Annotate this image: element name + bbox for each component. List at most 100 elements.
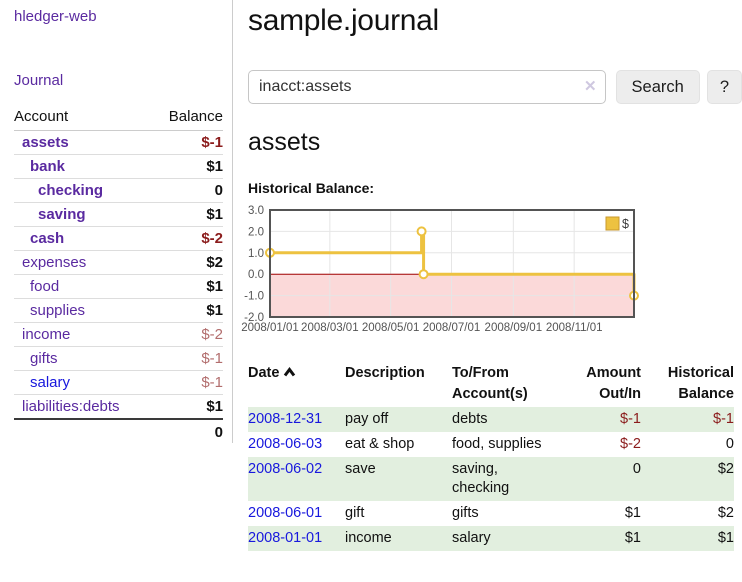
account-row: income $-2: [14, 322, 223, 347]
transaction-date-link[interactable]: 2008-06-02: [248, 461, 323, 477]
account-row: expenses $2: [14, 250, 223, 275]
account-link[interactable]: bank: [30, 158, 66, 175]
account-link[interactable]: saving: [38, 206, 86, 223]
account-balance: 0: [152, 178, 223, 203]
transactions-body: 2008-12-31 pay off debts $-1 $-1 2008-06-03 ea…: [248, 407, 734, 551]
col-accounts: To/From Account(s): [452, 365, 528, 402]
accounts-table: Account Balance assets $-1 bank $1 checking 0…: [14, 105, 223, 445]
accounts-table-body: assets $-1 bank $1 checking 0 saving $1 cash $-2 e…: [14, 130, 223, 420]
account-link[interactable]: salary: [30, 374, 71, 391]
page-title: sample.journal: [248, 4, 439, 37]
transaction-balance: $2: [717, 505, 734, 521]
transaction-description: eat & shop: [345, 436, 415, 452]
transaction-date-link[interactable]: 2008-12-31: [248, 411, 323, 427]
account-link[interactable]: expenses: [22, 254, 87, 271]
account-link[interactable]: assets: [22, 134, 69, 151]
svg-text:2.0: 2.0: [248, 226, 264, 238]
transaction-row: 2008-06-03 eat & shop food, supplies $-2 0: [248, 432, 734, 457]
account-row: food $1: [14, 274, 223, 299]
account-balance: $1: [152, 154, 223, 179]
svg-text:1.0: 1.0: [248, 248, 264, 260]
transaction-balance: $2: [717, 461, 734, 477]
svg-text:2008/05/01: 2008/05/01: [362, 322, 420, 334]
sidebar: hledger-web Journal Account Balance asse…: [0, 0, 233, 445]
col-description: Description: [345, 365, 425, 381]
col-balance: Historical Balance: [667, 365, 734, 402]
accounts-total-row: 0: [14, 418, 223, 445]
accounts-total-value: 0: [152, 418, 223, 445]
svg-text:0.0: 0.0: [248, 269, 264, 281]
svg-text:2008/01/01: 2008/01/01: [241, 322, 299, 334]
accounts-col-account: Account: [14, 105, 153, 131]
account-row: checking 0: [14, 178, 223, 203]
svg-text:2008/07/01: 2008/07/01: [423, 322, 481, 334]
transaction-description: gift: [345, 505, 365, 521]
account-balance: $-1: [152, 370, 223, 395]
svg-text:$: $: [622, 217, 629, 231]
account-link[interactable]: gifts: [30, 350, 58, 367]
transaction-amount: $1: [624, 505, 641, 521]
svg-text:-1.0: -1.0: [244, 291, 264, 303]
account-row: saving $1: [14, 202, 223, 227]
transaction-amount: $1: [624, 530, 641, 546]
transaction-balance: $-1: [713, 411, 734, 427]
search-help-button[interactable]: ?: [706, 70, 742, 104]
transaction-description: pay off: [345, 411, 389, 427]
account-link[interactable]: checking: [38, 182, 104, 199]
transaction-amount: $-1: [620, 411, 641, 427]
account-row: gifts $-1: [14, 346, 223, 371]
transaction-balance: $1: [717, 530, 734, 546]
account-balance: $-1: [152, 130, 223, 155]
account-balance: $2: [152, 250, 223, 275]
main-content: sample.journal ✕ Search ? assets Histori…: [241, 0, 742, 551]
col-amount: Amount Out/In: [586, 365, 641, 402]
clear-search-icon[interactable]: ✕: [583, 78, 597, 95]
sort-asc-icon: [283, 363, 296, 384]
search-input[interactable]: [248, 70, 606, 104]
chart-title: Historical Balance:: [248, 180, 375, 196]
transaction-date-link[interactable]: 2008-06-01: [248, 505, 323, 521]
account-row: assets $-1: [14, 130, 223, 155]
historical-balance-chart: $3.0 2.0 1.0 0.0 -1.0 -2.0 2008/01/01 2008/03/0…: [238, 205, 742, 343]
transaction-accounts: food, supplies: [452, 436, 542, 452]
account-link[interactable]: income: [22, 326, 71, 343]
transaction-accounts: debts: [452, 411, 488, 427]
transaction-amount: 0: [632, 461, 641, 477]
transaction-date-link[interactable]: 2008-01-01: [248, 530, 323, 546]
search-form: ✕ Search ?: [248, 70, 742, 104]
app-brand-link[interactable]: hledger-web: [14, 8, 97, 25]
account-balance: $-2: [152, 322, 223, 347]
account-link[interactable]: cash: [30, 230, 65, 247]
sidebar-item-journal[interactable]: Journal: [14, 72, 64, 89]
transaction-description: income: [345, 530, 392, 546]
transaction-row: 2008-12-31 pay off debts $-1 $-1: [248, 407, 734, 432]
transaction-description: save: [345, 461, 376, 477]
account-row: salary $-1: [14, 370, 223, 395]
account-link[interactable]: food: [30, 278, 60, 295]
col-date[interactable]: Date: [248, 363, 345, 407]
account-balance: $1: [152, 394, 223, 420]
account-heading: assets: [248, 128, 321, 156]
svg-text:2008/09/01: 2008/09/01: [485, 322, 543, 334]
transaction-accounts: salary: [452, 530, 491, 546]
account-link[interactable]: liabilities:debts: [22, 398, 120, 415]
account-balance: $-1: [152, 346, 223, 371]
search-button[interactable]: Search: [615, 70, 700, 104]
transaction-balance: 0: [725, 436, 734, 452]
svg-text:-2.0: -2.0: [244, 312, 264, 324]
transaction-date-link[interactable]: 2008-06-03: [248, 436, 323, 452]
account-balance: $1: [152, 298, 223, 323]
transaction-accounts: gifts: [452, 505, 479, 521]
transactions-table: Date Description To/From Account(s) Amou…: [248, 363, 734, 551]
account-row: liabilities:debts $1: [14, 394, 223, 420]
transaction-row: 2008-06-01 gift gifts $1 $2: [248, 501, 734, 526]
account-row: cash $-2: [14, 226, 223, 251]
transaction-row: 2008-06-02 save saving, checking 0 $2: [248, 457, 734, 501]
account-balance: $-2: [152, 226, 223, 251]
chart-legend: $: [605, 216, 629, 231]
svg-text:3.0: 3.0: [248, 205, 264, 217]
account-balance: $1: [152, 202, 223, 227]
account-link[interactable]: supplies: [30, 302, 86, 319]
transaction-row: 2008-01-01 income salary $1 $1: [248, 526, 734, 551]
